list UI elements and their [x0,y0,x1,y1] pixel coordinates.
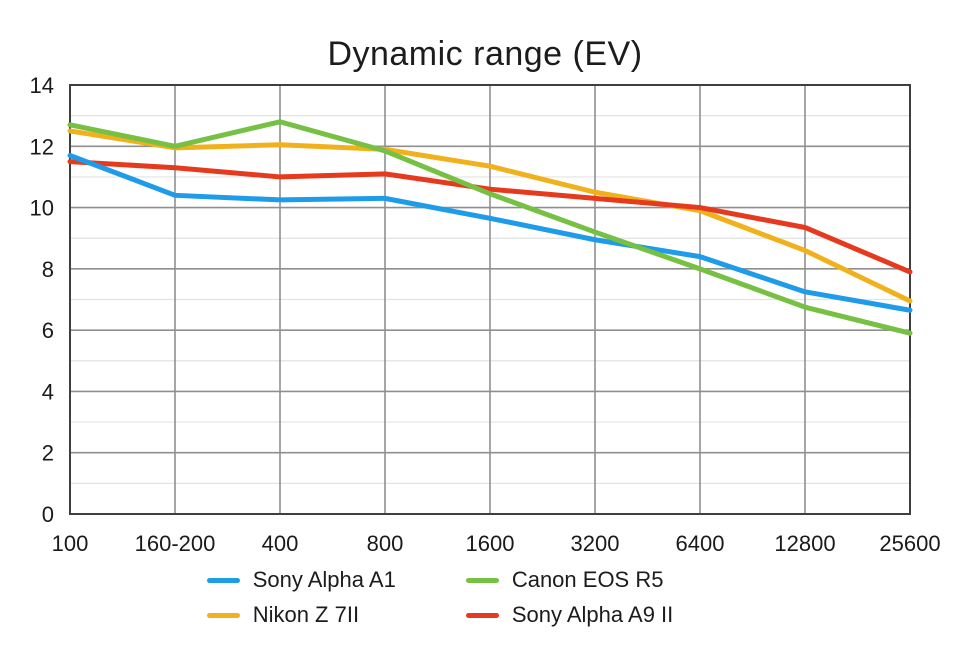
x-tick-label: 160-200 [135,531,216,556]
legend-label-sony-alpha-a1: Sony Alpha A1 [252,567,396,592]
legend-swatch-sony-alpha-a1 [206,577,240,583]
legend-item-sony-alpha-a9-ii: Sony Alpha A9 II [465,601,674,629]
series-line-nikon-z-7ii [67,128,913,304]
x-tick-label: 12800 [774,531,835,556]
legend-label-canon-eos-r5: Canon EOS R5 [511,567,664,592]
series-line-sony-alpha-a1 [67,152,913,313]
legend-swatch-canon-eos-r5 [465,577,499,583]
legend-grid: Sony Alpha A1 Nikon Z 7II Canon EOS R5 S… [206,566,674,629]
y-tick-label: 0 [42,502,54,527]
legend-item-nikon-z-7ii: Nikon Z 7II [206,601,396,629]
series-line-sony-alpha-a9-ii [67,159,913,275]
y-tick-label: 8 [42,257,54,282]
x-tick-label: 400 [262,531,299,556]
legend-label-sony-alpha-a9-ii: Sony Alpha A9 II [511,602,674,627]
x-tick-label: 6400 [676,531,725,556]
x-tick-label: 800 [367,531,404,556]
legend-swatch-nikon-z-7ii [206,612,240,618]
chart-title: Dynamic range (EV) [327,34,643,73]
series-line-canon-eos-r5 [67,119,913,336]
x-tick-label: 25600 [879,531,940,556]
y-tick-label: 6 [42,318,54,343]
y-tick-label: 10 [30,196,54,221]
legend-item-sony-alpha-a1: Sony Alpha A1 [206,566,396,594]
legend-item-canon-eos-r5: Canon EOS R5 [465,566,673,594]
y-tick-label: 12 [30,134,54,159]
x-tick-label: 3200 [571,531,620,556]
y-tick-label: 2 [42,441,54,466]
x-tick-label: 100 [52,531,89,556]
legend-swatch-sony-alpha-a9-ii [465,612,499,618]
chart-legend: Sony Alpha A1 Nikon Z 7II Canon EOS R5 S… [0,566,970,629]
legend-label-nikon-z-7ii: Nikon Z 7II [252,602,360,627]
y-tick-label: 14 [30,73,54,98]
y-tick-label: 4 [42,379,54,404]
x-tick-label: 1600 [466,531,515,556]
